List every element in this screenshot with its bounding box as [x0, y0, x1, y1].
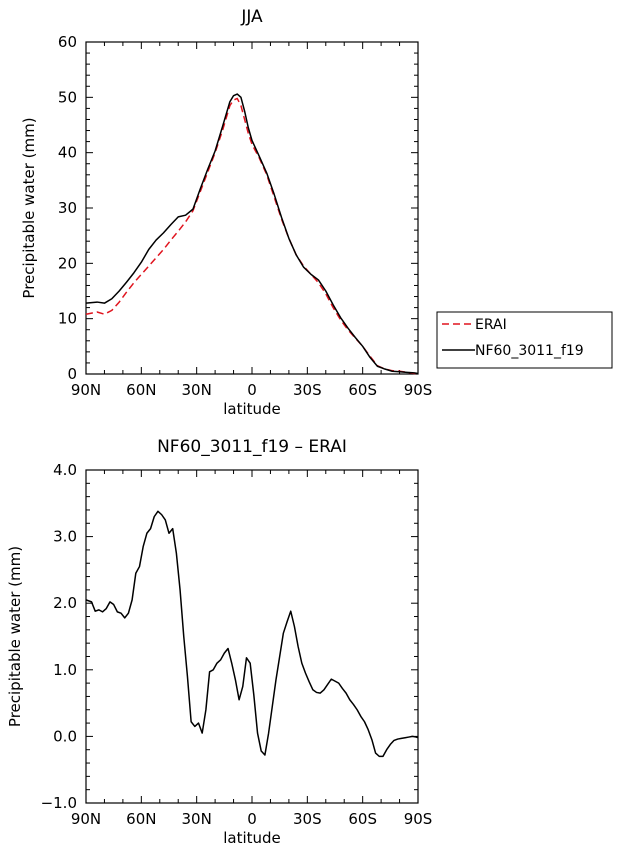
y-tick-label: 2.0 [53, 594, 77, 612]
y-tick-label: 0 [67, 365, 77, 383]
x-tick-label: 60S [348, 381, 377, 399]
x-tick-label: 30N [182, 381, 212, 399]
x-tick-label: 60S [348, 810, 377, 828]
series-line-nf60-3011-f19 [85, 93, 419, 375]
x-tick-label: 0 [247, 810, 257, 828]
chart-title: NF60_3011_f19 – ERAI [157, 437, 347, 457]
series-line-erai [85, 97, 419, 375]
y-axis-label: Precipitable water (mm) [20, 117, 38, 298]
y-tick-label: −1.0 [41, 794, 77, 812]
x-tick-label: 90S [404, 810, 433, 828]
series-line-difference [85, 510, 419, 758]
x-tick-label: 30S [293, 381, 322, 399]
plot-frame [85, 469, 419, 804]
x-axis-label: latitude [223, 400, 281, 418]
x-tick-label: 60N [126, 810, 156, 828]
legend-label: ERAI [475, 317, 507, 333]
x-tick-label: 60N [126, 381, 156, 399]
y-axis-label: Precipitable water (mm) [6, 546, 24, 727]
x-tick-label: 90N [71, 810, 101, 828]
chart-panel-top: JJA 90N 60N 30N 0 30S 60S 90S 0 10 20 30 40 50 60 latit… [20, 7, 613, 418]
y-tick-label: 1.0 [53, 661, 77, 679]
y-tick-label: 60 [58, 33, 77, 51]
legend-label: NF60_3011_f19 [475, 343, 584, 359]
chart-title: JJA [240, 7, 263, 27]
legend: ERAI NF60_3011_f19 [436, 311, 613, 369]
x-tick-label: 0 [247, 381, 257, 399]
legend-box [436, 311, 613, 369]
x-tick-label: 30S [293, 810, 322, 828]
plot-frame [85, 41, 419, 375]
chart-panel-bottom: NF60_3011_f19 – ERAI 90N 60N 30N 0 30S 60S 90S −… [6, 437, 432, 847]
y-tick-label: 30 [58, 199, 77, 217]
y-tick-label: 3.0 [53, 528, 77, 546]
y-tick-label: 4.0 [53, 461, 77, 479]
x-tick-label: 90S [404, 381, 433, 399]
y-tick-label: 20 [58, 254, 77, 272]
x-tick-label: 90N [71, 381, 101, 399]
x-axis-label: latitude [223, 829, 281, 847]
y-tick-label: 50 [58, 88, 77, 106]
x-tick-label: 30N [182, 810, 212, 828]
y-tick-label: 0.0 [53, 727, 77, 745]
y-tick-label: 40 [58, 144, 77, 162]
y-tick-label: 10 [58, 310, 77, 328]
